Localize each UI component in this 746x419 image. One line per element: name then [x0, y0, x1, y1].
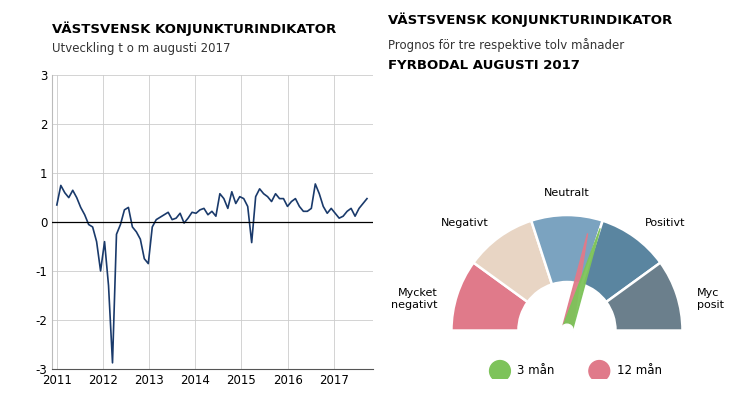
Wedge shape [451, 263, 527, 331]
Text: Mycket
negativt: Mycket negativt [391, 288, 437, 310]
Text: VÄSTSVENSK KONJUNKTURINDIKATOR: VÄSTSVENSK KONJUNKTURINDIKATOR [52, 21, 336, 36]
Text: FYRBODAL AUGUSTI 2017: FYRBODAL AUGUSTI 2017 [388, 59, 580, 72]
Text: VÄSTSVENSK KONJUNKTURINDIKATOR: VÄSTSVENSK KONJUNKTURINDIKATOR [388, 13, 672, 27]
Text: 12 mån: 12 mån [617, 365, 662, 378]
Polygon shape [562, 233, 588, 331]
Circle shape [560, 324, 574, 337]
Wedge shape [474, 221, 552, 302]
Text: Positivt: Positivt [645, 218, 686, 228]
Wedge shape [531, 215, 603, 285]
Text: Neutralt: Neutralt [544, 188, 590, 198]
Wedge shape [582, 221, 660, 302]
Wedge shape [606, 263, 683, 331]
Polygon shape [562, 228, 600, 332]
Circle shape [489, 361, 510, 381]
Circle shape [589, 361, 609, 381]
Text: Myc
posit: Myc posit [697, 288, 724, 310]
Text: Prognos för tre respektive tolv månader: Prognos för tre respektive tolv månader [388, 38, 624, 52]
Text: Negativt: Negativt [441, 218, 489, 228]
Text: 3 mån: 3 mån [517, 365, 555, 378]
Text: Utveckling t o m augusti 2017: Utveckling t o m augusti 2017 [52, 42, 231, 55]
